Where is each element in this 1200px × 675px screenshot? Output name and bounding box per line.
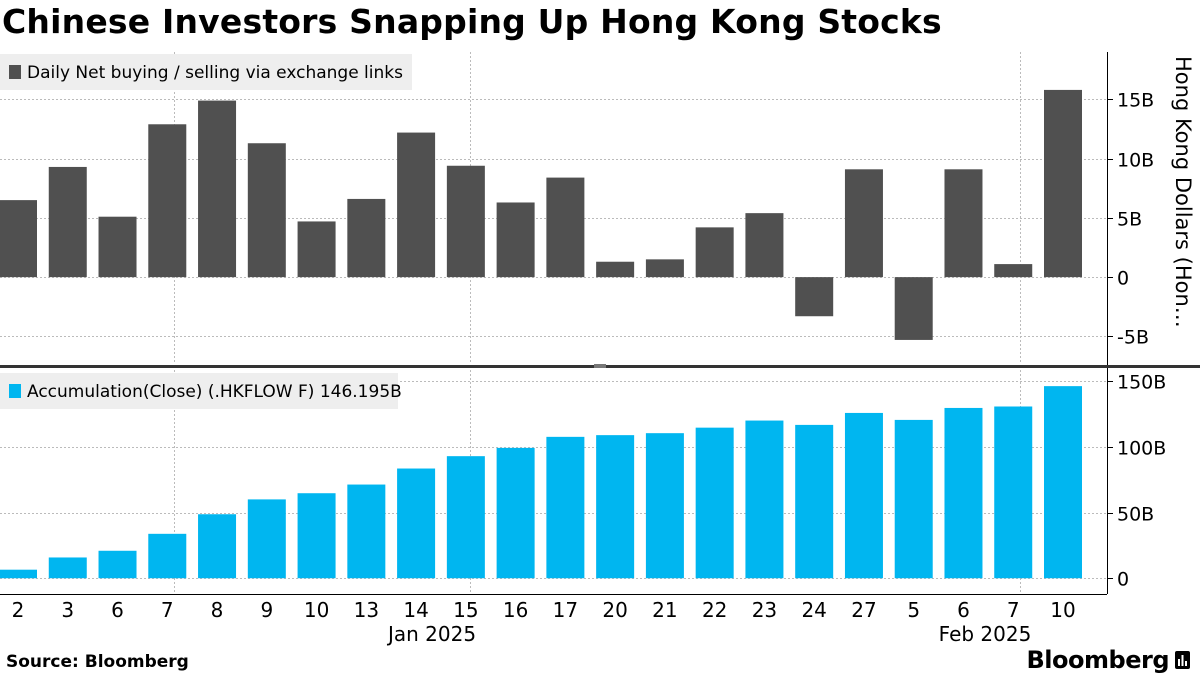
- daily-bar[interactable]: [745, 213, 784, 278]
- x-tick-label: 6: [957, 598, 970, 622]
- daily-bar[interactable]: [1044, 89, 1082, 278]
- x-tick-label: 13: [354, 598, 379, 622]
- accum-bar[interactable]: [48, 557, 87, 579]
- x-tick-label: 23: [752, 598, 777, 622]
- accum-bar[interactable]: [596, 435, 635, 579]
- accum-bar[interactable]: [1044, 386, 1082, 579]
- daily-y-tick-label: -5B: [1117, 327, 1149, 349]
- x-tick-label: 24: [801, 598, 826, 622]
- accum-bar[interactable]: [944, 407, 983, 579]
- daily-bar[interactable]: [48, 166, 87, 278]
- daily-bar[interactable]: [596, 261, 635, 278]
- accum-bar[interactable]: [446, 456, 485, 579]
- accum-bar[interactable]: [645, 433, 684, 579]
- y-axis-label: Hong Kong Dollars (Hon…: [1171, 56, 1195, 328]
- bloomberg-mark-icon: [1175, 651, 1190, 669]
- x-tick-label: 8: [211, 598, 224, 622]
- bottom-legend-label: Accumulation(Close) (.HKFLOW F) 146.195B: [27, 382, 402, 402]
- accum-bar[interactable]: [297, 493, 336, 579]
- accum-y-tick-label: 100B: [1117, 438, 1166, 460]
- top-panel-axis: -5B 0 5B 10B 15B: [1107, 52, 1154, 366]
- x-tick-label: 17: [553, 598, 578, 622]
- top-legend-box: [0, 54, 412, 90]
- accum-bar[interactable]: [795, 424, 834, 579]
- x-tick-label: 3: [61, 598, 74, 622]
- daily-bar[interactable]: [844, 169, 883, 278]
- accum-y-tick-label: 0: [1117, 569, 1129, 591]
- daily-bar[interactable]: [0, 200, 37, 278]
- x-tick-label: 20: [602, 598, 627, 622]
- x-tick-label: 21: [652, 598, 677, 622]
- accum-bar[interactable]: [347, 484, 386, 579]
- daily-bar[interactable]: [894, 277, 933, 340]
- daily-bar[interactable]: [546, 177, 585, 278]
- x-month-label: Jan 2025: [386, 622, 476, 646]
- bottom-legend-box: [0, 373, 398, 409]
- bottom-legend-swatch: [9, 384, 21, 398]
- accum-bar[interactable]: [198, 514, 237, 579]
- x-tick-label: 10: [1050, 598, 1075, 622]
- accum-bar[interactable]: [496, 447, 535, 579]
- accum-bar[interactable]: [844, 412, 883, 579]
- accum-bar[interactable]: [894, 419, 933, 579]
- x-tick-label: 22: [702, 598, 727, 622]
- x-tick-label: 2: [12, 598, 25, 622]
- daily-y-tick-label: 15B: [1117, 90, 1154, 112]
- x-tick-label: 14: [403, 598, 428, 622]
- x-tick-label: 16: [503, 598, 528, 622]
- daily-y-tick-label: 5B: [1117, 209, 1142, 231]
- x-tick-label: 27: [851, 598, 876, 622]
- source-note: Source: Bloomberg: [6, 652, 189, 672]
- daily-y-tick-label: 10B: [1117, 150, 1154, 172]
- x-tick-label: 6: [111, 598, 124, 622]
- x-tick-label: 7: [1007, 598, 1020, 622]
- daily-bar[interactable]: [98, 216, 137, 278]
- daily-bar[interactable]: [994, 264, 1033, 278]
- x-tick-label: 9: [260, 598, 273, 622]
- x-month-label: Feb 2025: [939, 622, 1032, 646]
- top-panel-bars: [0, 89, 1082, 340]
- bottom-panel-axis: 0 50B 100B 150B: [1107, 368, 1166, 594]
- daily-bar[interactable]: [148, 124, 187, 278]
- daily-bar[interactable]: [446, 165, 485, 278]
- daily-y-tick-label: 0: [1117, 268, 1129, 290]
- x-tick-label: 7: [161, 598, 174, 622]
- top-legend-swatch: [9, 65, 21, 79]
- x-tick-label: 10: [304, 598, 329, 622]
- bloomberg-wordmark: Bloomberg: [1026, 646, 1170, 674]
- accum-bar[interactable]: [695, 427, 734, 579]
- chart-title: Chinese Investors Snapping Up Hong Kong …: [2, 2, 942, 41]
- top-legend-label: Daily Net buying / selling via exchange …: [27, 63, 403, 83]
- accum-y-tick-label: 50B: [1117, 504, 1154, 526]
- panel-divider-handle[interactable]: [594, 364, 606, 368]
- accum-y-tick-label: 150B: [1117, 372, 1166, 394]
- accum-bar[interactable]: [994, 406, 1033, 579]
- daily-bar[interactable]: [247, 143, 286, 278]
- accum-bar[interactable]: [148, 533, 187, 579]
- daily-bar[interactable]: [944, 169, 983, 278]
- bottom-panel-bars: [0, 386, 1082, 579]
- accum-bar[interactable]: [0, 569, 37, 579]
- daily-bar[interactable]: [297, 221, 336, 278]
- daily-bar[interactable]: [198, 100, 237, 278]
- accum-bar[interactable]: [745, 420, 784, 579]
- daily-bar[interactable]: [397, 132, 436, 278]
- daily-bar[interactable]: [795, 277, 834, 317]
- daily-bar[interactable]: [496, 202, 535, 278]
- accum-bar[interactable]: [98, 550, 137, 579]
- x-tick-label: 5: [907, 598, 920, 622]
- daily-bar[interactable]: [695, 227, 734, 278]
- accum-bar[interactable]: [546, 436, 585, 579]
- daily-bar[interactable]: [645, 259, 684, 278]
- daily-bar[interactable]: [347, 198, 386, 278]
- x-tick-label: 15: [453, 598, 478, 622]
- accum-bar[interactable]: [397, 468, 436, 579]
- accum-bar[interactable]: [247, 499, 286, 579]
- bloomberg-logo: Bloomberg: [1027, 646, 1190, 674]
